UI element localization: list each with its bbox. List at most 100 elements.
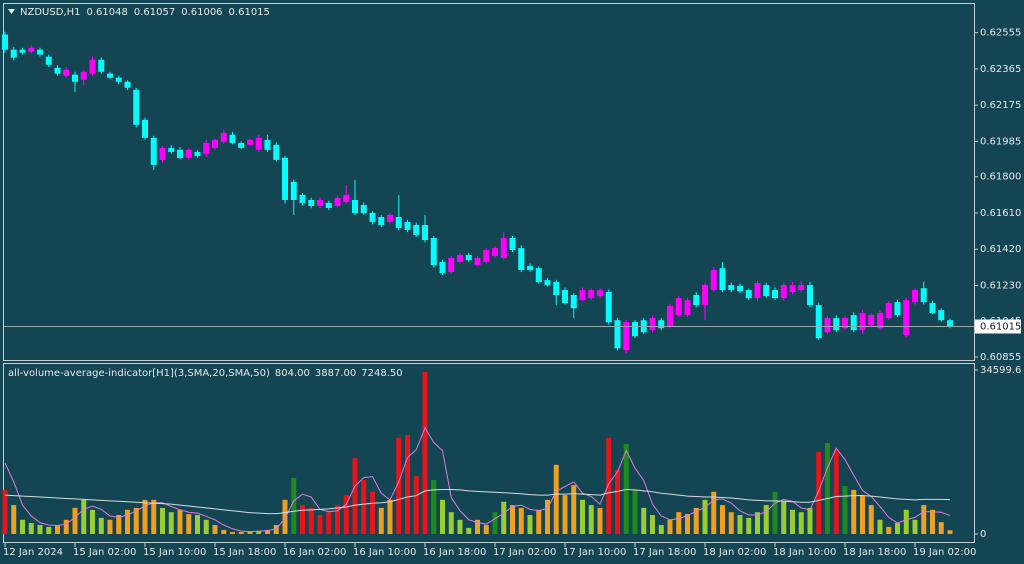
symbol-title: NZDUSD,H1 xyxy=(20,7,80,18)
volume-bar xyxy=(685,514,690,534)
volume-bar xyxy=(475,519,480,534)
volume-bar xyxy=(746,517,752,534)
volume-bar xyxy=(536,509,542,534)
candle-body xyxy=(518,248,525,271)
y-tick-label: 0.61985 xyxy=(980,136,1021,147)
candle-body xyxy=(649,318,656,331)
x-tick-label: 18 Jan 18:00 xyxy=(843,547,906,558)
candle-body xyxy=(824,318,831,333)
candle-body xyxy=(247,139,253,145)
candle-body xyxy=(745,290,752,299)
candle-body xyxy=(492,248,498,257)
candle-body xyxy=(439,262,446,274)
candle-body xyxy=(177,149,183,158)
volume-bar xyxy=(790,509,795,534)
candle-body xyxy=(308,200,315,206)
x-tick-label: 17 Jan 02:00 xyxy=(493,547,556,558)
candle-body xyxy=(632,322,638,337)
volume-bar xyxy=(11,505,17,534)
volume-bar xyxy=(177,509,183,534)
volume-bar xyxy=(125,509,130,534)
volume-bar xyxy=(370,491,375,534)
volume-bar xyxy=(203,519,209,534)
candle-body xyxy=(325,202,332,209)
volume-bar xyxy=(273,524,279,534)
volume-bar xyxy=(133,507,139,534)
volume-bar xyxy=(256,530,262,534)
volume-bar xyxy=(615,470,620,534)
volume-bar xyxy=(930,509,935,534)
candle-body xyxy=(859,313,866,331)
candle-body xyxy=(413,225,420,235)
volume-bar xyxy=(903,509,909,534)
volume-bar xyxy=(571,485,577,534)
price-label-box xyxy=(975,319,1021,334)
volume-bar xyxy=(641,507,647,534)
candle-body xyxy=(255,137,262,150)
volume-bar xyxy=(168,512,174,534)
volume-bar xyxy=(492,512,498,534)
candle-body xyxy=(912,290,918,303)
volume-bar xyxy=(343,495,349,534)
ohlc-value: 0.61048 xyxy=(86,7,127,18)
volume-bar xyxy=(2,489,8,534)
candle-body xyxy=(894,302,901,316)
volume-bar xyxy=(562,495,568,534)
volume-bar xyxy=(265,529,270,534)
candle-body xyxy=(185,149,192,158)
candle-body xyxy=(527,266,533,271)
volume-bar xyxy=(317,515,323,534)
volume-bar xyxy=(151,499,157,534)
candle-body xyxy=(273,144,280,160)
y-tick-label: 0.61420 xyxy=(980,244,1021,255)
candle-body xyxy=(54,67,61,74)
candle-body xyxy=(710,270,717,291)
volume-bar xyxy=(895,523,900,534)
volume-bar xyxy=(282,499,288,534)
volume-bar xyxy=(160,507,165,534)
candle-body xyxy=(395,216,402,229)
candle-body xyxy=(929,303,936,314)
collapse-icon[interactable] xyxy=(8,9,15,14)
candle-body xyxy=(89,59,96,74)
candle-body xyxy=(72,74,78,82)
ohlc-value: 0.61006 xyxy=(181,7,222,18)
candle-body xyxy=(150,137,157,165)
candle-body xyxy=(614,320,621,349)
candle-body xyxy=(343,194,350,202)
volume-bar xyxy=(597,507,603,534)
volume-bar xyxy=(702,499,708,534)
volume-bar xyxy=(553,464,559,534)
volume-bar xyxy=(667,519,673,534)
candle-body xyxy=(465,254,472,261)
volume-bar xyxy=(247,531,253,534)
candle-body xyxy=(588,290,595,299)
candle-body xyxy=(772,290,778,299)
candle-body xyxy=(579,290,586,301)
candle-body xyxy=(334,197,341,206)
candle-body xyxy=(299,194,306,203)
volume-bar xyxy=(291,478,297,534)
volume-bar xyxy=(868,505,874,534)
y-tick-label: 0.61800 xyxy=(980,172,1021,183)
volume-bar xyxy=(763,505,769,534)
volume-bar xyxy=(63,519,69,534)
x-tick-label: 17 Jan 10:00 xyxy=(563,547,626,558)
volume-bar xyxy=(72,507,78,534)
volume-bar xyxy=(580,499,585,534)
volume-pane-frame xyxy=(3,363,975,543)
candle-body xyxy=(684,300,691,316)
volume-bar xyxy=(518,507,524,534)
candle-body xyxy=(229,134,236,143)
candle-body xyxy=(457,254,463,263)
volume-bar xyxy=(116,515,122,534)
candle-body xyxy=(194,151,201,156)
volume-bar xyxy=(737,515,743,534)
candle-body xyxy=(947,320,953,327)
candle-body xyxy=(850,315,857,331)
price-label: 0.61015 xyxy=(980,322,1021,333)
volume-bar xyxy=(711,491,717,534)
volume-bar xyxy=(947,530,953,534)
volume-bar xyxy=(186,514,192,534)
